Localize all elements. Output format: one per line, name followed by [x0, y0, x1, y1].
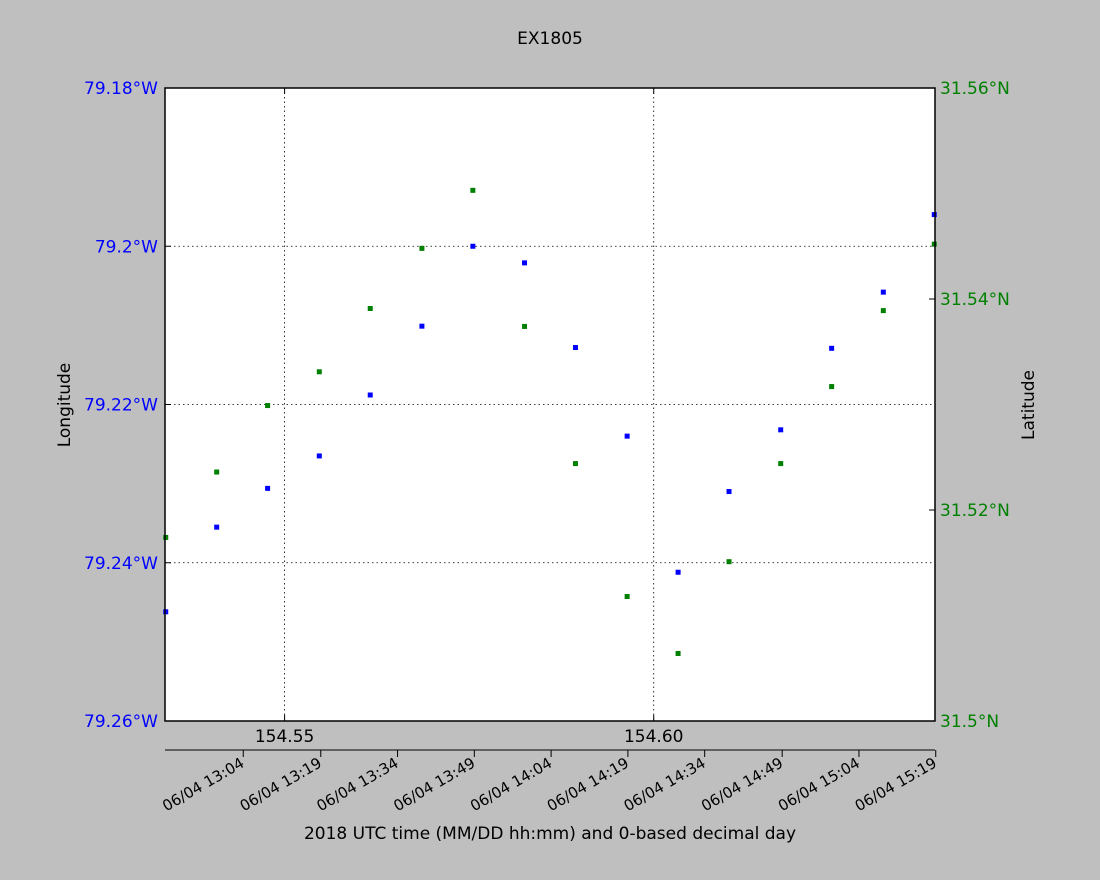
longitude-point	[572, 345, 578, 351]
longitude-point	[367, 392, 373, 398]
time-tick-label: 06/04 13:49	[390, 754, 478, 815]
decimal-day-tick-label: 154.55	[255, 727, 314, 747]
latitude-point	[880, 308, 886, 314]
right-axis-tick-label: 31.5°N	[940, 712, 999, 732]
time-tick-label: 06/04 14:19	[544, 754, 632, 815]
right-axis-label: Latitude	[1019, 370, 1039, 440]
longitude-point	[265, 485, 271, 491]
longitude-point	[624, 433, 630, 439]
right-axis: 31.5°N 31.52°N 31.54°N 31.56°N	[929, 79, 1010, 732]
longitude-point	[880, 289, 886, 295]
left-axis-tick-label: 79.2°W	[95, 237, 158, 257]
longitude-point	[316, 453, 322, 459]
longitude-point	[419, 323, 425, 329]
data-points	[163, 187, 937, 656]
latitude-point	[572, 461, 578, 467]
left-axis-tick-label: 79.22°W	[84, 396, 158, 416]
decimal-day-tick-label: 154.60	[624, 727, 683, 747]
time-tick-label: 06/04 13:34	[314, 754, 402, 815]
latitude-point	[470, 187, 476, 193]
latitude-point	[778, 461, 784, 467]
latitude-point	[214, 469, 220, 475]
latitude-point	[367, 305, 373, 311]
grid-lines	[165, 88, 935, 721]
left-axis: 79.18°W 79.2°W 79.22°W 79.24°W 79.26°W	[84, 79, 171, 732]
latitude-point	[522, 323, 528, 329]
left-axis-tick-label: 79.24°W	[84, 554, 158, 574]
longitude-point	[726, 489, 732, 495]
time-tick-label: 06/04 14:04	[467, 754, 555, 815]
plot-area	[165, 88, 935, 721]
longitude-point	[522, 260, 528, 266]
left-axis-label: Longitude	[55, 363, 75, 448]
latitude-point	[265, 403, 271, 409]
latitude-point	[829, 384, 835, 390]
longitude-point	[778, 427, 784, 433]
longitude-point	[675, 569, 681, 575]
longitude-point	[470, 243, 476, 249]
time-tick-label: 06/04 13:04	[159, 754, 247, 815]
x-axis-label: 2018 UTC time (MM/DD hh:mm) and 0-based …	[304, 824, 796, 844]
longitude-point	[829, 345, 835, 351]
time-tick-label: 06/04 14:34	[621, 754, 709, 815]
latitude-point	[726, 559, 732, 565]
decimal-day-axis: 154.55 154.60	[255, 88, 683, 747]
right-axis-tick-label: 31.52°N	[940, 501, 1010, 521]
latitude-point	[624, 594, 630, 600]
time-tick-label: 06/04 15:19	[852, 754, 940, 815]
time-tick-label: 06/04 14:49	[698, 754, 786, 815]
left-axis-tick-label: 79.26°W	[84, 712, 158, 732]
time-tick-label: 06/04 15:04	[775, 754, 863, 815]
latitude-point	[419, 245, 425, 251]
right-axis-tick-label: 31.54°N	[940, 290, 1010, 310]
latitude-point	[675, 650, 681, 656]
time-tick-label: 06/04 13:19	[237, 754, 325, 815]
right-axis-tick-label: 31.56°N	[940, 79, 1010, 99]
chart-title: EX1805	[517, 29, 583, 49]
longitude-point	[214, 524, 220, 530]
latitude-point	[316, 369, 322, 375]
left-axis-tick-label: 79.18°W	[84, 79, 158, 99]
